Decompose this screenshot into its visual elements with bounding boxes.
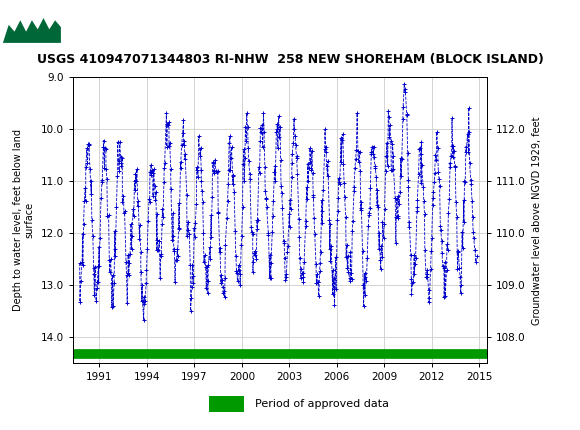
Text: USGS 410947071344803 RI-NHW  258 NEW SHOREHAM (BLOCK ISLAND): USGS 410947071344803 RI-NHW 258 NEW SHOR… [37,53,543,66]
FancyBboxPatch shape [209,396,244,412]
Text: USGS: USGS [67,14,122,31]
Polygon shape [3,18,61,43]
Y-axis label: Depth to water level, feet below land
surface: Depth to water level, feet below land su… [13,129,35,311]
FancyBboxPatch shape [3,2,61,43]
Y-axis label: Groundwater level above NGVD 1929, feet: Groundwater level above NGVD 1929, feet [531,116,542,325]
Text: Period of approved data: Period of approved data [255,399,389,409]
